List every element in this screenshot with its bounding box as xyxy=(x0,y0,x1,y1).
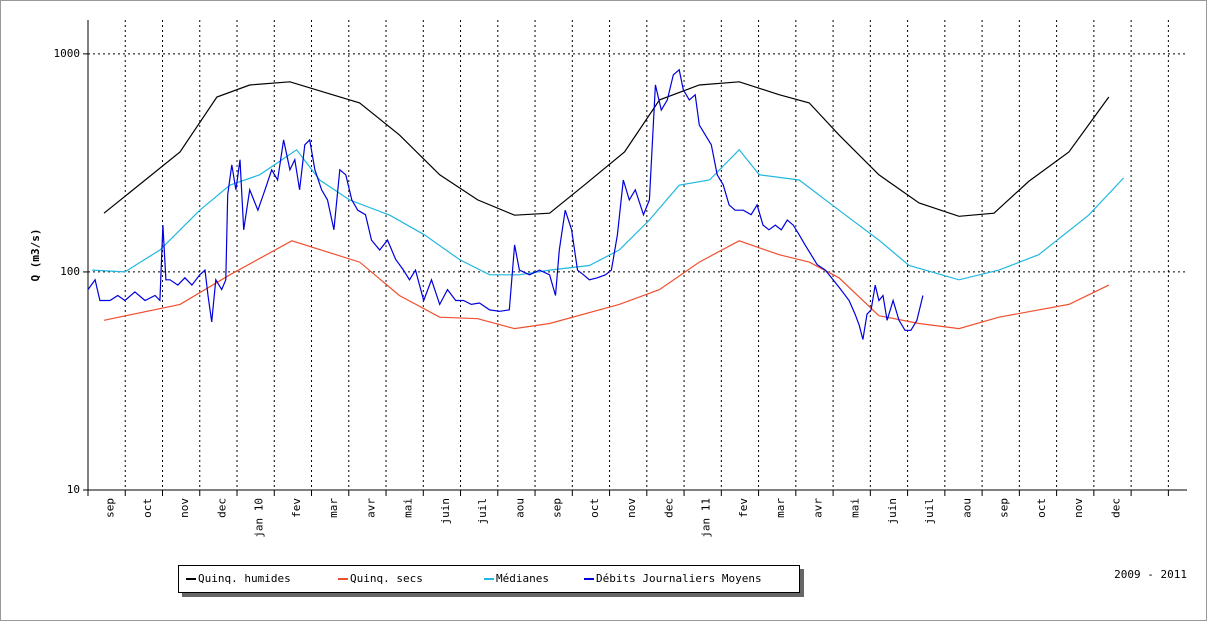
x-tick-label: mai xyxy=(849,498,862,518)
x-tick-label: nov xyxy=(625,498,638,518)
series-line xyxy=(103,81,1110,217)
x-tick-label: dec xyxy=(662,498,675,518)
period-annotation: 2009 - 2011 xyxy=(1114,568,1187,581)
x-tick-label: dec xyxy=(215,498,228,518)
x-tick-label: jan 10 xyxy=(253,498,266,538)
x-tick-label: juil xyxy=(476,498,489,525)
series-line xyxy=(87,68,924,340)
x-tick-label: avr xyxy=(364,498,377,518)
y-axis-label: Q (m3/s) xyxy=(29,229,42,282)
x-tick-label: aou xyxy=(513,498,526,518)
series-line xyxy=(103,240,1110,330)
x-tick-label: oct xyxy=(1035,498,1048,518)
x-tick-label: fev xyxy=(290,498,303,518)
x-tick-label: juin xyxy=(886,498,899,525)
x-tick-label: dec xyxy=(1109,498,1122,518)
y-tick-label: 1000 xyxy=(54,47,81,60)
legend-label: Médianes xyxy=(496,572,549,585)
x-tick-label: sep xyxy=(998,498,1011,518)
y-tick-label: 100 xyxy=(60,265,80,278)
x-tick-label: juil xyxy=(923,498,936,525)
x-tick-label: nov xyxy=(178,498,191,518)
x-tick-label: oct xyxy=(588,498,601,518)
legend-label: Quinq. humides xyxy=(198,572,291,585)
y-tick-label: 10 xyxy=(67,483,80,496)
x-tick-label: sep xyxy=(551,498,564,518)
x-tick-label: jan 11 xyxy=(700,498,713,538)
x-tick-label: sep xyxy=(104,498,117,518)
x-tick-label: mar xyxy=(774,498,787,518)
x-tick-label: mai xyxy=(402,498,415,518)
legend-label: Débits Journaliers Moyens xyxy=(596,572,762,585)
x-tick-label: mar xyxy=(327,498,340,518)
x-tick-label: avr xyxy=(811,498,824,518)
x-tick-label: nov xyxy=(1072,498,1085,518)
legend-label: Quinq. secs xyxy=(350,572,423,585)
x-tick-label: oct xyxy=(141,498,154,518)
x-tick-label: juin xyxy=(439,498,452,525)
x-tick-label: fev xyxy=(737,498,750,518)
x-tick-label: aou xyxy=(960,498,973,518)
series-line xyxy=(92,148,1125,281)
